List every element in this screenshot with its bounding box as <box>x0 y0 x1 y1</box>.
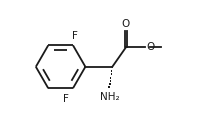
Text: F: F <box>72 31 78 41</box>
Text: O: O <box>122 19 130 30</box>
Text: O: O <box>146 42 154 52</box>
Text: NH₂: NH₂ <box>100 92 120 102</box>
Text: F: F <box>62 94 68 104</box>
